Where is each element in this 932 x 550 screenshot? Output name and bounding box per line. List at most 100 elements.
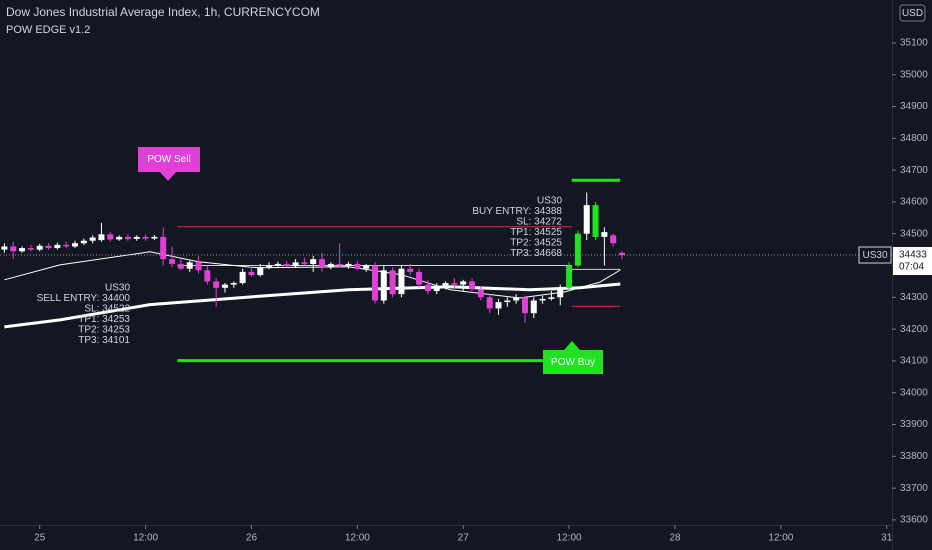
x-tick-label: 12:00	[345, 533, 370, 544]
candle-body	[169, 259, 176, 264]
candle-body	[371, 265, 378, 301]
sell-info-line: TP3: 34101	[78, 335, 130, 346]
buy-info-line: BUY ENTRY: 34388	[472, 206, 562, 217]
candle-body	[521, 297, 528, 314]
y-tick-label: 34900	[900, 101, 928, 112]
candle-body	[566, 265, 573, 288]
y-tick-label: 34300	[900, 292, 928, 303]
candle-body	[160, 236, 167, 260]
candle-body	[71, 243, 78, 247]
candle-body	[336, 263, 343, 266]
countdown-label: 07:04	[899, 262, 924, 273]
sell-info-line: TP2: 34253	[78, 325, 130, 336]
candle-body	[98, 234, 105, 241]
candle-body	[89, 237, 96, 241]
candle-body	[204, 270, 211, 282]
x-tick-label: 12:00	[133, 533, 158, 544]
candle-body	[292, 262, 299, 267]
indicator-name: POW EDGE v1.2	[6, 24, 90, 36]
candle-body	[319, 259, 326, 268]
candle-body	[186, 262, 193, 269]
candle-body	[424, 284, 431, 291]
candle-body	[257, 267, 264, 276]
sell-info-line: SL: 34522	[84, 304, 130, 315]
y-tick-label: 33800	[900, 451, 928, 462]
sell-signal-label: POW Sell	[147, 154, 190, 165]
buy-signal-box	[543, 341, 603, 374]
candle-body	[557, 287, 564, 298]
candle-body	[36, 245, 43, 250]
candle-body	[389, 270, 396, 295]
candle-body	[239, 271, 246, 284]
candle-body	[19, 248, 26, 252]
y-tick-label: 34700	[900, 165, 928, 176]
candle-body	[460, 281, 467, 285]
sell-info-line: TP1: 34253	[78, 314, 130, 325]
buy-info-line: SL: 34272	[516, 217, 562, 228]
candle-body	[619, 252, 626, 256]
y-tick-label: 34100	[900, 356, 928, 367]
candle-body	[548, 297, 555, 299]
candle-body	[477, 289, 484, 298]
buy-signal: POW Buy	[543, 341, 603, 374]
candle-body	[142, 236, 149, 239]
x-tick-label: 27	[458, 533, 470, 544]
candle-body	[221, 284, 228, 288]
candle-body	[107, 234, 114, 240]
candle-body	[486, 297, 493, 309]
candle-body	[416, 271, 423, 285]
candle-body	[433, 286, 440, 291]
y-tick-label: 33700	[900, 483, 928, 494]
y-tick-label: 35000	[900, 69, 928, 80]
candle-body	[1, 246, 8, 250]
candle-body	[345, 263, 352, 266]
candle-body	[592, 205, 599, 237]
candle-body	[610, 235, 617, 244]
candle-body	[10, 246, 17, 252]
candle-body	[442, 283, 449, 287]
y-tick-label: 35100	[900, 38, 928, 49]
candle-body	[274, 263, 281, 266]
currency-label[interactable]: USD	[902, 8, 923, 19]
candle-body	[363, 265, 370, 269]
y-tick-label: 34200	[900, 324, 928, 335]
candle-body	[230, 283, 237, 285]
candle-body	[539, 298, 546, 301]
candle-body	[133, 236, 140, 239]
candle-body	[574, 233, 581, 266]
candle-body	[54, 244, 61, 249]
candle-body	[116, 236, 123, 240]
candle-body	[151, 236, 158, 239]
last-price-box	[893, 247, 932, 276]
candle-body	[310, 259, 317, 264]
buy-info-line: TP1: 34525	[510, 227, 562, 238]
candle-body	[354, 263, 361, 269]
x-tick-label: 28	[669, 533, 681, 544]
x-tick-label: 31	[881, 533, 893, 544]
candle-body	[195, 262, 202, 271]
candle-body	[45, 245, 52, 249]
candle-body	[504, 300, 511, 303]
sell-signal: POW Sell	[138, 147, 200, 181]
candle-body	[63, 244, 70, 247]
last-price-label: 34433	[899, 250, 927, 261]
candle-body	[583, 205, 590, 234]
symbol-label: US30	[862, 250, 887, 261]
buy-info-symbol: US30	[537, 196, 562, 207]
plot-area	[0, 178, 892, 363]
chart-title: Dow Jones Industrial Average Index, 1h, …	[6, 5, 320, 19]
candle-body	[469, 281, 476, 290]
candle-body	[601, 232, 608, 237]
candle-body	[495, 302, 502, 309]
sell-info-line: SELL ENTRY: 34400	[37, 293, 131, 304]
y-tick-label: 34800	[900, 133, 928, 144]
candle-body	[80, 240, 87, 244]
y-tick-label: 34600	[900, 197, 928, 208]
candle-body	[530, 300, 537, 314]
candle-body	[407, 268, 414, 272]
currency-box[interactable]	[899, 4, 926, 22]
candle-body	[513, 297, 520, 301]
y-tick-label: 33900	[900, 419, 928, 430]
sell-signal-box	[138, 147, 200, 181]
